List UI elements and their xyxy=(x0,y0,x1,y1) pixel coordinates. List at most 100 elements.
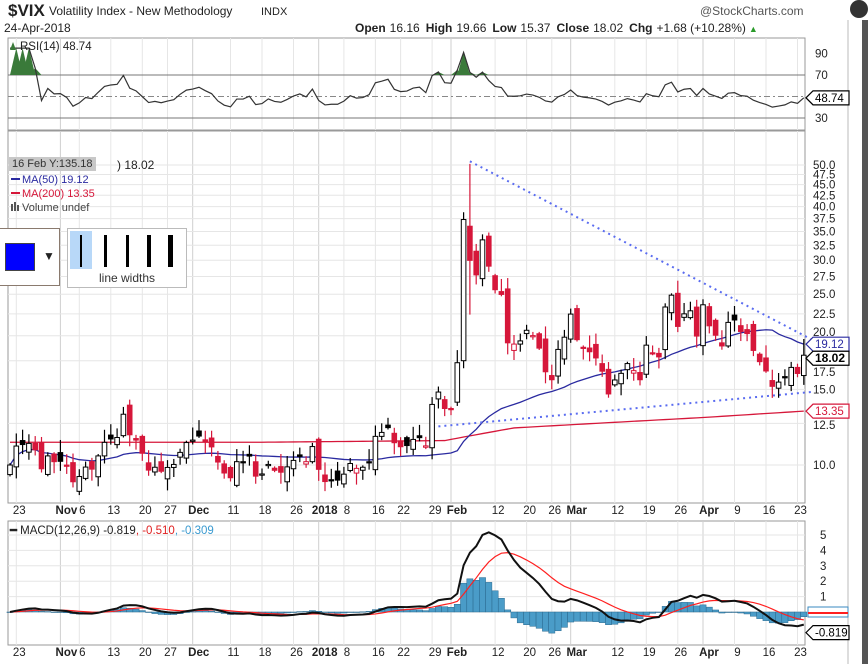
macd-histogram-bar xyxy=(302,611,310,613)
candle-body xyxy=(221,463,227,474)
macd-histogram-bar xyxy=(535,611,543,629)
rsi-line xyxy=(10,47,805,108)
rsi-axis-tick: 30 xyxy=(815,113,828,125)
date-label: 29 xyxy=(429,505,442,517)
macd-histogram-bar xyxy=(687,602,694,613)
macd-histogram-bar xyxy=(409,609,417,613)
date-label: 27 xyxy=(164,505,177,517)
candle-body xyxy=(309,446,316,463)
macd-histogram-bar xyxy=(416,609,423,613)
line-width-4[interactable] xyxy=(147,235,151,267)
macd-histogram-bar xyxy=(145,611,152,613)
date-label: 20 xyxy=(523,505,536,517)
ma200-legend: MA(200) 13.35 xyxy=(22,188,95,200)
candle-body xyxy=(637,372,643,381)
candle-body xyxy=(441,399,448,410)
date-label: 23 xyxy=(794,647,807,659)
candle-body xyxy=(782,376,788,379)
ohlc-summary: Open 16.16 High 19.66 Low 15.37 Close 18.02 Chg +… xyxy=(355,21,758,35)
date-label: Apr xyxy=(699,647,719,659)
candle-body xyxy=(656,352,662,358)
scrollbar[interactable] xyxy=(862,20,868,664)
macd-histogram-bar xyxy=(542,611,549,632)
candle-body xyxy=(486,235,492,267)
macd-histogram-bar xyxy=(699,604,707,613)
line-color-picker[interactable]: ▼ xyxy=(0,228,60,286)
candle-body xyxy=(63,464,70,467)
date-label: 19 xyxy=(643,647,656,659)
candle-body xyxy=(76,476,83,492)
macd-tag: -0.819 xyxy=(815,628,848,640)
macd-histogram-bar xyxy=(44,611,52,613)
rsi-panel: 90 70 30 48.74 xyxy=(8,47,850,125)
rsi-overbought-fill xyxy=(22,48,36,75)
date-label: 9 xyxy=(734,647,740,659)
candle-body xyxy=(152,466,158,473)
candle-body xyxy=(70,462,76,483)
date-label: 16 xyxy=(372,647,385,659)
macd-histogram-bar xyxy=(460,582,467,613)
macd-histogram-bar xyxy=(214,611,222,613)
date-label: 19 xyxy=(643,505,656,517)
candle-body xyxy=(240,461,246,464)
macd-histogram-bar xyxy=(50,611,58,613)
candle-body xyxy=(89,461,95,470)
price-axis-tick: 22.5 xyxy=(813,309,835,321)
candle-body xyxy=(530,335,536,338)
date-label: 13 xyxy=(107,505,120,517)
candle-body xyxy=(693,306,700,337)
line-width-5[interactable] xyxy=(168,235,173,267)
candle-body xyxy=(183,442,190,459)
date-label: Mar xyxy=(566,647,587,659)
price-axis-tick: 10.0 xyxy=(813,460,835,472)
macd-histogram-bar xyxy=(573,611,581,622)
line-width-2[interactable] xyxy=(104,235,107,267)
macd-legend-signal: , -0.510 xyxy=(136,525,175,537)
candle-body xyxy=(756,353,763,363)
candle-body xyxy=(171,463,177,468)
date-label: 16 xyxy=(372,505,385,517)
date-label: 6 xyxy=(79,505,85,517)
macd-legend-hist: , -0.309 xyxy=(175,525,214,537)
close-icon[interactable] xyxy=(850,0,868,18)
candle-body xyxy=(630,370,637,374)
candle-body xyxy=(108,434,114,440)
line-width-3[interactable] xyxy=(126,235,129,267)
line-width-1[interactable] xyxy=(80,235,82,267)
macd-histogram-bar xyxy=(642,611,650,616)
macd-histogram-bar xyxy=(428,608,436,613)
chevron-down-icon[interactable]: ▼ xyxy=(43,249,55,263)
volume-legend: Volume undef xyxy=(22,202,90,214)
chg-label: Chg xyxy=(629,21,652,35)
candle-body xyxy=(347,463,353,471)
candle-body xyxy=(725,321,732,347)
candle-body xyxy=(246,453,253,457)
macd-histogram-bar xyxy=(208,610,215,613)
candle-body xyxy=(700,304,706,347)
candle-body xyxy=(454,362,461,403)
date-label: 12 xyxy=(611,505,624,517)
line-width-picker[interactable]: line widths xyxy=(67,228,187,288)
date-label: 26 xyxy=(674,647,687,659)
price-axis-tick: 42.5 xyxy=(813,190,835,202)
macd-line xyxy=(9,531,805,628)
candle-body xyxy=(95,455,102,478)
macd-histogram-bar xyxy=(516,611,524,624)
candle-body xyxy=(227,466,234,479)
macd-histogram-bar xyxy=(447,607,455,613)
date-label: 12 xyxy=(492,647,505,659)
candle-body xyxy=(794,366,801,374)
panel-frame xyxy=(7,37,806,131)
macd-histogram-bar xyxy=(132,608,140,613)
close-tag: 18.02 xyxy=(815,351,845,365)
color-swatch[interactable] xyxy=(5,243,35,271)
macd-histogram-bar xyxy=(712,609,719,613)
macd-histogram-bar xyxy=(315,611,323,613)
macd-histogram-bar xyxy=(731,611,738,613)
macd-histogram-bar xyxy=(365,611,373,613)
date-label: 18 xyxy=(259,647,272,659)
panel-frame xyxy=(7,130,806,504)
macd-histogram-bar xyxy=(743,611,751,615)
trendline xyxy=(438,390,812,428)
